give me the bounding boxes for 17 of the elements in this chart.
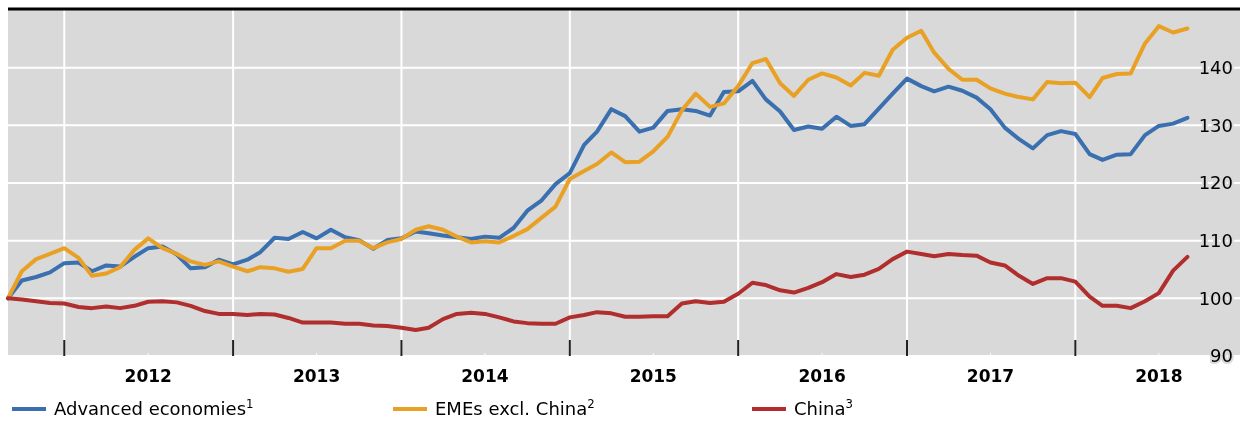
x-tick-label: 2016 — [798, 366, 846, 386]
legend-label: China$^{3}$ — [794, 397, 853, 419]
x-tick-label: 2012 — [124, 366, 172, 386]
y-tick-label: 100 — [1198, 287, 1233, 309]
y-tick-label: 90 — [1210, 345, 1233, 367]
x-tick-label: 2017 — [966, 366, 1015, 386]
y-tick-label: 110 — [1198, 229, 1233, 251]
legend-label: EMEs excl. China$^{2}$ — [435, 397, 595, 419]
y-tick-label: 120 — [1198, 172, 1233, 194]
legend-label: Advanced economies$^{1}$ — [54, 397, 254, 419]
x-tick-label: 2018 — [1135, 366, 1183, 386]
y-tick-label: 140 — [1198, 56, 1233, 78]
x-tick-label: 2013 — [292, 366, 341, 386]
line-series — [6, 249, 1190, 333]
x-tick-label: 2014 — [461, 366, 509, 386]
y-tick-label: 130 — [1198, 114, 1233, 136]
x-tick-label: 2015 — [629, 366, 677, 386]
